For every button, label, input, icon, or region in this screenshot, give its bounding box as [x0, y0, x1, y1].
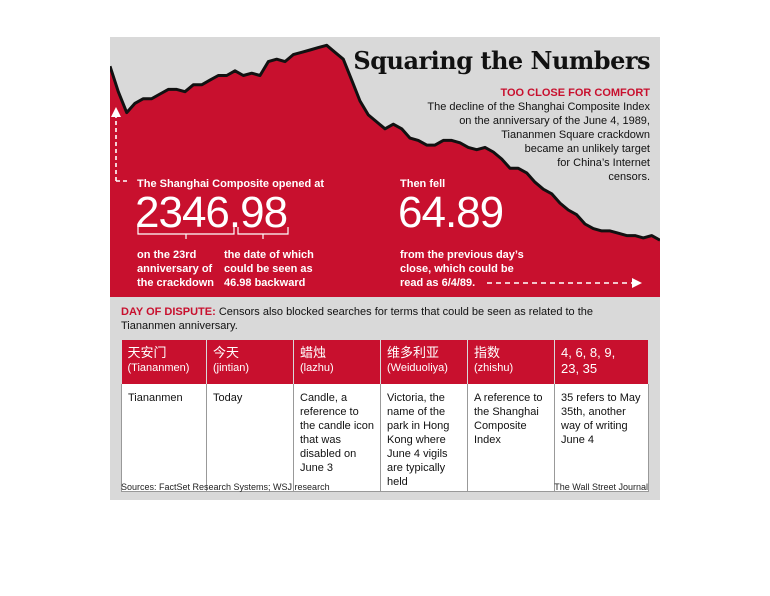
- table-cell: Victoria, the name of the park in Hong K…: [380, 384, 468, 492]
- fall-intro: Then fell: [400, 178, 446, 190]
- open-note-anniversary: on the 23rd anniversary of the crackdown: [137, 248, 214, 290]
- dek-line: Tiananmen Square crackdown: [501, 129, 650, 141]
- open-number: 2346.98: [135, 188, 288, 237]
- table-header-cell: 指数 (zhishu): [467, 340, 555, 384]
- dek-line: for China’s Internet: [557, 157, 650, 169]
- dek-line: The decline of the Shanghai Composite In…: [427, 101, 650, 113]
- table-row: Tiananmen Today Candle, a reference to t…: [121, 384, 649, 492]
- publisher-credit: The Wall Street Journal: [554, 482, 648, 492]
- term-chinese: 23, 35: [561, 361, 598, 376]
- table-header-cell: 维多利亚 (Weiduoliya): [380, 340, 468, 384]
- term-chinese: 维多利亚: [387, 345, 440, 360]
- open-note-date: the date of which could be seen as 46.98…: [224, 248, 314, 290]
- table-header-cell: 蜡烛 (lazhu): [293, 340, 381, 384]
- table-header-cell: 今天 (jintian): [206, 340, 294, 384]
- term-chinese: 今天: [213, 345, 240, 360]
- term-pinyin: (Tiananmen): [127, 362, 190, 374]
- note-line: from the previous day’s: [400, 249, 524, 261]
- open-arrow-head-icon: [111, 107, 121, 117]
- open-arrow: [115, 115, 128, 182]
- term-pinyin: (zhishu): [474, 362, 514, 374]
- note-line: read as 6/4/89.: [400, 277, 476, 289]
- table-cell: Candle, a reference to the candle icon t…: [293, 384, 381, 492]
- number-bracket: [137, 227, 289, 239]
- graphic-title: Squaring the Numbers: [353, 46, 650, 75]
- dek-line: censors.: [608, 171, 650, 183]
- term-chinese: 指数: [474, 345, 501, 360]
- table-header-cell: 4, 6, 8, 9, 23, 35: [554, 340, 649, 384]
- fall-arrow-head-icon: [632, 278, 642, 288]
- fall-note: from the previous day’s close, which cou…: [400, 248, 524, 290]
- dek: The decline of the Shanghai Composite In…: [400, 100, 650, 184]
- term-pinyin: (Weiduoliya): [387, 362, 448, 374]
- note-line: the crackdown: [137, 277, 215, 289]
- subhead: TOO CLOSE FOR COMFORT: [500, 87, 650, 99]
- dispute-label: DAY OF DISPUTE:: [121, 306, 216, 318]
- censored-terms-table: 天安门 (Tiananmen) 今天 (jintian) 蜡烛 (lazhu) 维多利…: [121, 340, 649, 492]
- term-pinyin: (lazhu): [300, 362, 334, 374]
- source-note: Sources: FactSet Research Systems; WSJ r…: [121, 482, 330, 492]
- note-line: anniversary of: [137, 263, 213, 275]
- table-cell: Tiananmen: [121, 384, 207, 492]
- note-line: close, which could be: [400, 263, 514, 275]
- dispute-text: DAY OF DISPUTE: Censors also blocked sea…: [121, 305, 641, 333]
- note-line: could be seen as: [224, 263, 313, 275]
- table-header-row: 天安门 (Tiananmen) 今天 (jintian) 蜡烛 (lazhu) 维多利…: [121, 340, 649, 384]
- chart-line: [110, 43, 660, 242]
- note-line: 46.98 backward: [224, 277, 306, 289]
- dispute-body: Censors also blocked searches for terms …: [121, 306, 594, 332]
- term-pinyin: (jintian): [213, 362, 250, 374]
- note-line: the date of which: [224, 249, 314, 261]
- term-chinese: 天安门: [127, 345, 167, 360]
- note-line: on the 23rd: [137, 249, 197, 261]
- table-cell: A reference to the Shanghai Composite In…: [467, 384, 555, 492]
- dek-line: on the anniversary of the June 4, 1989,: [459, 115, 650, 127]
- term-chinese: 4, 6, 8, 9,: [561, 345, 616, 360]
- term-chinese: 蜡烛: [300, 345, 327, 360]
- table-header-cell: 天安门 (Tiananmen): [121, 340, 207, 384]
- table-cell: 35 refers to May 35th, another way of wr…: [554, 384, 649, 492]
- table-cell: Today: [206, 384, 294, 492]
- index-chart: [110, 43, 660, 297]
- dek-line: became an unlikely target: [524, 143, 650, 155]
- fall-number: 64.89: [398, 188, 504, 237]
- open-intro: The Shanghai Composite opened at: [137, 178, 325, 190]
